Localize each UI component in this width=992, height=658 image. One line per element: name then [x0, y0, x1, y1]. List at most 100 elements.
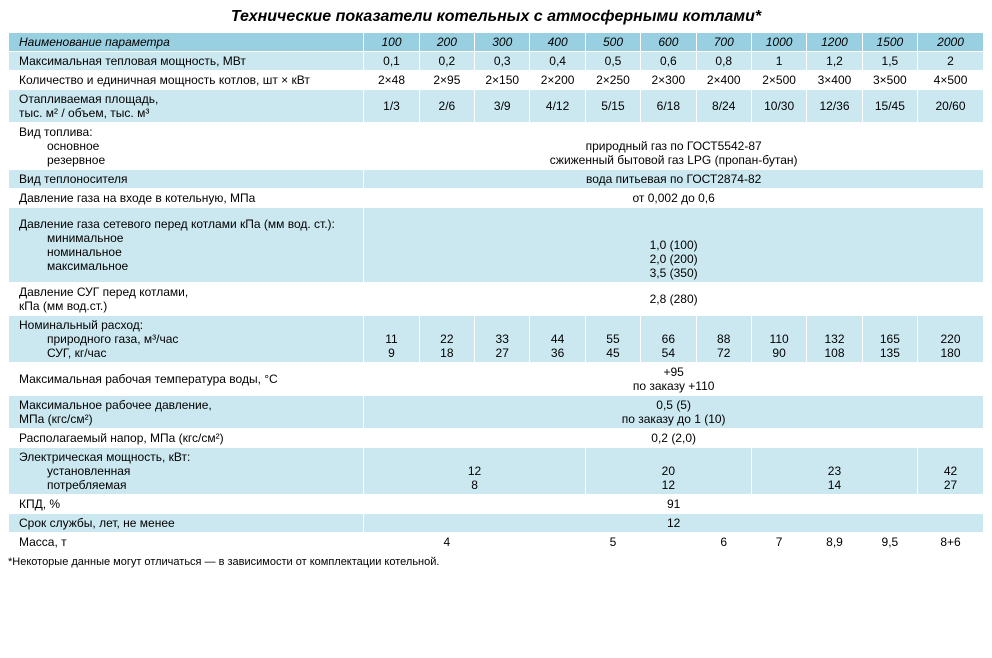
cell: 6/18: [641, 90, 696, 123]
param-label: Давление газа сетевого перед котлами кПа…: [9, 208, 364, 283]
cell: 6: [696, 533, 751, 552]
cell: 2/6: [419, 90, 474, 123]
cell: 5545: [585, 316, 640, 363]
cell: +95 по заказу +110: [364, 363, 984, 396]
value-line: 3,5 (350): [650, 266, 698, 280]
cell: 7: [751, 533, 806, 552]
cell: 2: [918, 52, 984, 71]
param-label: Количество и единичная мощность котлов, …: [9, 71, 364, 90]
cell: 8,9: [807, 533, 862, 552]
header-param: Наименование параметра: [9, 33, 364, 52]
label-main: Электрическая мощность, кВт:: [19, 450, 190, 464]
table-row: Давление газа на входе в котельную, МПа …: [9, 189, 984, 208]
cell: 2×48: [364, 71, 419, 90]
value-line: сжиженный бытовой газ LPG (пропан-бутан): [550, 153, 798, 167]
cell: 3×400: [807, 71, 862, 90]
label-sub: резервное: [19, 153, 357, 167]
param-label: Давление СУГ перед котлами, кПа (мм вод.…: [9, 283, 364, 316]
cell: 1,0 (100) 2,0 (200) 3,5 (350): [364, 208, 984, 283]
cell: 0,2 (2,0): [364, 429, 984, 448]
page-title: Технические показатели котельных с атмос…: [8, 8, 984, 26]
cell: 3×500: [862, 71, 917, 90]
cell: 2×95: [419, 71, 474, 90]
label-sub: номинальное: [19, 245, 357, 259]
header-model: 300: [475, 33, 530, 52]
cell: 0,6: [641, 52, 696, 71]
label-main: Номинальный расход:: [19, 318, 143, 332]
param-label: Электрическая мощность, кВт: установленн…: [9, 448, 364, 495]
table-row: Количество и единичная мощность котлов, …: [9, 71, 984, 90]
table-row: Давление газа сетевого перед котлами кПа…: [9, 208, 984, 283]
table-row: КПД, % 91: [9, 495, 984, 514]
cell: 2012: [585, 448, 751, 495]
param-label: Максимальная рабочая температура воды, °…: [9, 363, 364, 396]
cell: 3327: [475, 316, 530, 363]
table-row: Масса, т 4 5 6 7 8,9 9,5 8+6: [9, 533, 984, 552]
cell: 1,5: [862, 52, 917, 71]
cell: 5/15: [585, 90, 640, 123]
header-model: 400: [530, 33, 585, 52]
header-model: 500: [585, 33, 640, 52]
cell: 2314: [751, 448, 917, 495]
cell: 12: [364, 514, 984, 533]
cell: 0,3: [475, 52, 530, 71]
cell: 0,4: [530, 52, 585, 71]
cell: 1: [751, 52, 806, 71]
cell: 0,5 (5) по заказу до 1 (10): [364, 396, 984, 429]
label-sub: максимальное: [19, 259, 357, 273]
cell: 132108: [807, 316, 862, 363]
cell: 165135: [862, 316, 917, 363]
header-model: 1500: [862, 33, 917, 52]
cell: 1,2: [807, 52, 862, 71]
value-line: 1,0 (100): [650, 238, 698, 252]
header-model: 1000: [751, 33, 806, 52]
cell: 2218: [419, 316, 474, 363]
cell: 2×200: [530, 71, 585, 90]
cell: 5: [530, 533, 696, 552]
cell: 128: [364, 448, 586, 495]
cell: 0,5: [585, 52, 640, 71]
header-model: 1200: [807, 33, 862, 52]
cell: 0,8: [696, 52, 751, 71]
cell: 10/30: [751, 90, 806, 123]
label-sub: минимальное: [19, 231, 357, 245]
value-line: +95: [663, 365, 683, 379]
cell: 0,2: [419, 52, 474, 71]
value-line: по заказу до 1 (10): [622, 412, 726, 426]
param-label: Номинальный расход: природного газа, м³/…: [9, 316, 364, 363]
cell: 9,5: [862, 533, 917, 552]
table-row: Располагаемый напор, МПа (кгс/см²) 0,2 (…: [9, 429, 984, 448]
value-line: 0,5 (5): [656, 398, 691, 412]
cell: 3/9: [475, 90, 530, 123]
table-row: Отапливаемая площадь, тыс. м² / объем, т…: [9, 90, 984, 123]
table-row: Давление СУГ перед котлами, кПа (мм вод.…: [9, 283, 984, 316]
label-main: Давление газа сетевого перед котлами кПа…: [19, 217, 335, 231]
cell: 11090: [751, 316, 806, 363]
table-row: Срок службы, лет, не менее 12: [9, 514, 984, 533]
cell: 2×150: [475, 71, 530, 90]
cell: 2,8 (280): [364, 283, 984, 316]
cell: 20/60: [918, 90, 984, 123]
header-model: 100: [364, 33, 419, 52]
header-model: 2000: [918, 33, 984, 52]
cell: природный газ по ГОСТ5542-87 сжиженный б…: [364, 123, 984, 170]
cell: 4436: [530, 316, 585, 363]
table-row: Максимальная тепловая мощность, МВт 0,1 …: [9, 52, 984, 71]
value-line: 2,0 (200): [650, 252, 698, 266]
value-line: природный газ по ГОСТ5542-87: [586, 139, 762, 153]
cell: 12/36: [807, 90, 862, 123]
label-sub: потребляемая: [19, 478, 357, 492]
label-sub: СУГ, кг/час: [19, 346, 357, 360]
cell: вода питьевая по ГОСТ2874-82: [364, 170, 984, 189]
cell: 2×400: [696, 71, 751, 90]
table-row: Электрическая мощность, кВт: установленн…: [9, 448, 984, 495]
cell: 4227: [918, 448, 984, 495]
param-label: Вид теплоносителя: [9, 170, 364, 189]
value-line: по заказу +110: [633, 379, 715, 393]
cell: 119: [364, 316, 419, 363]
cell: 4: [364, 533, 530, 552]
cell: 4×500: [918, 71, 984, 90]
label-main: Вид топлива:: [19, 125, 93, 139]
cell: 2×300: [641, 71, 696, 90]
cell: 8+6: [918, 533, 984, 552]
